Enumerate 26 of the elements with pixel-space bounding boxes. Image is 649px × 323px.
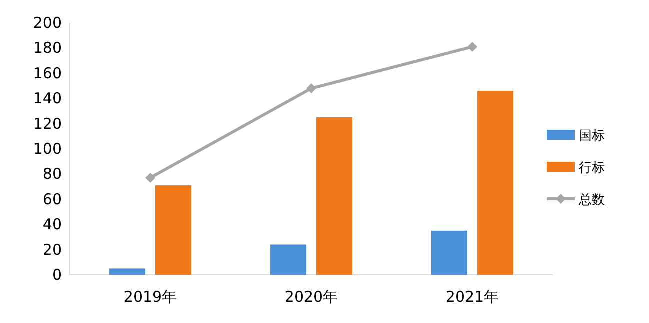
y-tick-label: 140 <box>33 90 62 108</box>
legend-label: 行标 <box>579 161 605 176</box>
bar <box>316 118 352 275</box>
y-tick-label: 180 <box>33 39 62 58</box>
x-tick-label: 2020年 <box>284 288 338 306</box>
y-tick-label: 160 <box>33 64 62 82</box>
bar <box>432 230 468 275</box>
y-tick-label: 20 <box>42 240 62 259</box>
x-tick-label: 2019年 <box>124 288 178 306</box>
y-tick-label: 40 <box>42 216 62 234</box>
bar <box>156 186 192 275</box>
y-tick-label: 120 <box>33 114 62 133</box>
y-tick-label: 80 <box>42 165 62 184</box>
y-tick-label: 200 <box>33 14 62 32</box>
y-tick-label: 60 <box>42 190 62 208</box>
y-tick-label: 100 <box>33 140 62 158</box>
point <box>468 42 478 52</box>
x-tick-label: 2021年 <box>446 288 500 306</box>
y-tick-label: 0 <box>52 266 62 284</box>
legend-label: 国标 <box>579 129 605 144</box>
bar <box>110 268 146 275</box>
bar <box>478 91 514 275</box>
bar <box>270 244 306 275</box>
point <box>146 172 156 183</box>
legend-label: 总数 <box>578 193 605 208</box>
point <box>306 84 316 94</box>
